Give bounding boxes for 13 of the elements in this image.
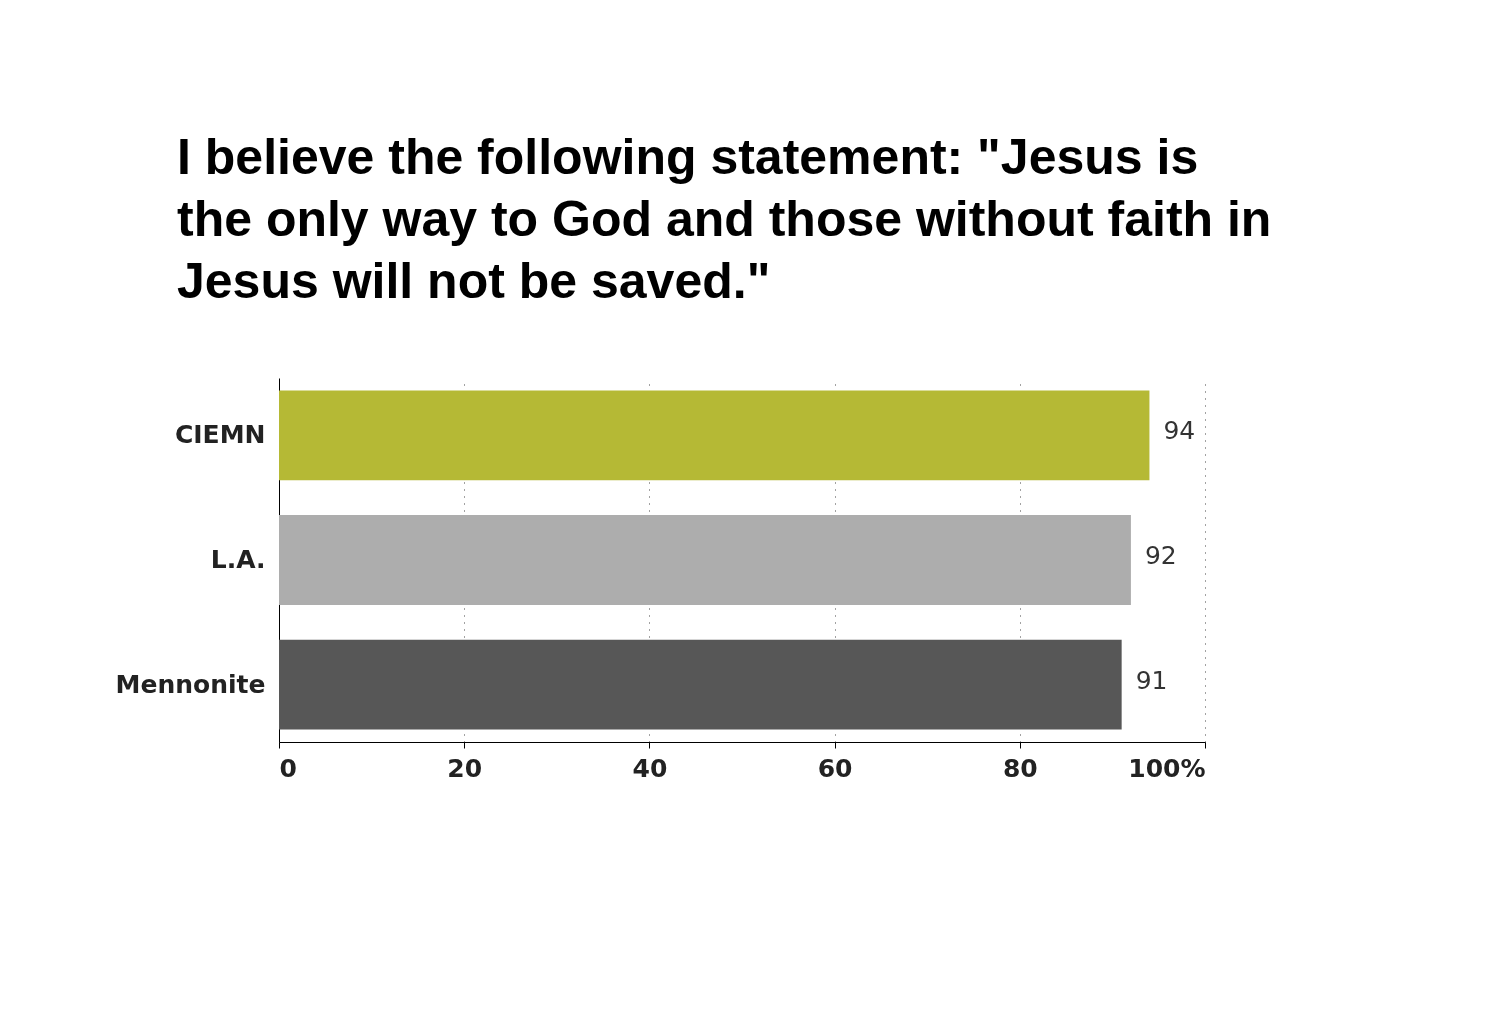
chart-title: I believe the following statement: "Jesus is the only way to God and those without faith in Jesus will not be saved.": [177, 128, 1273, 311]
y-tick-label: Mennonite: [115, 669, 266, 699]
x-tick-label: 0: [279, 753, 297, 783]
x-tick-label: 100%: [1128, 753, 1206, 783]
data-label: 94: [1163, 416, 1196, 446]
data-label: 92: [1144, 541, 1177, 570]
x-tick-label: 40: [632, 753, 668, 783]
y-tick-label: L.A.: [210, 545, 266, 574]
data-label: 91: [1135, 665, 1168, 695]
x-tick-label: 60: [817, 753, 853, 783]
x-tick-label: 20: [447, 753, 483, 783]
y-tick-label: CIEMN: [174, 420, 266, 450]
x-tick-label: 80: [1002, 753, 1038, 783]
